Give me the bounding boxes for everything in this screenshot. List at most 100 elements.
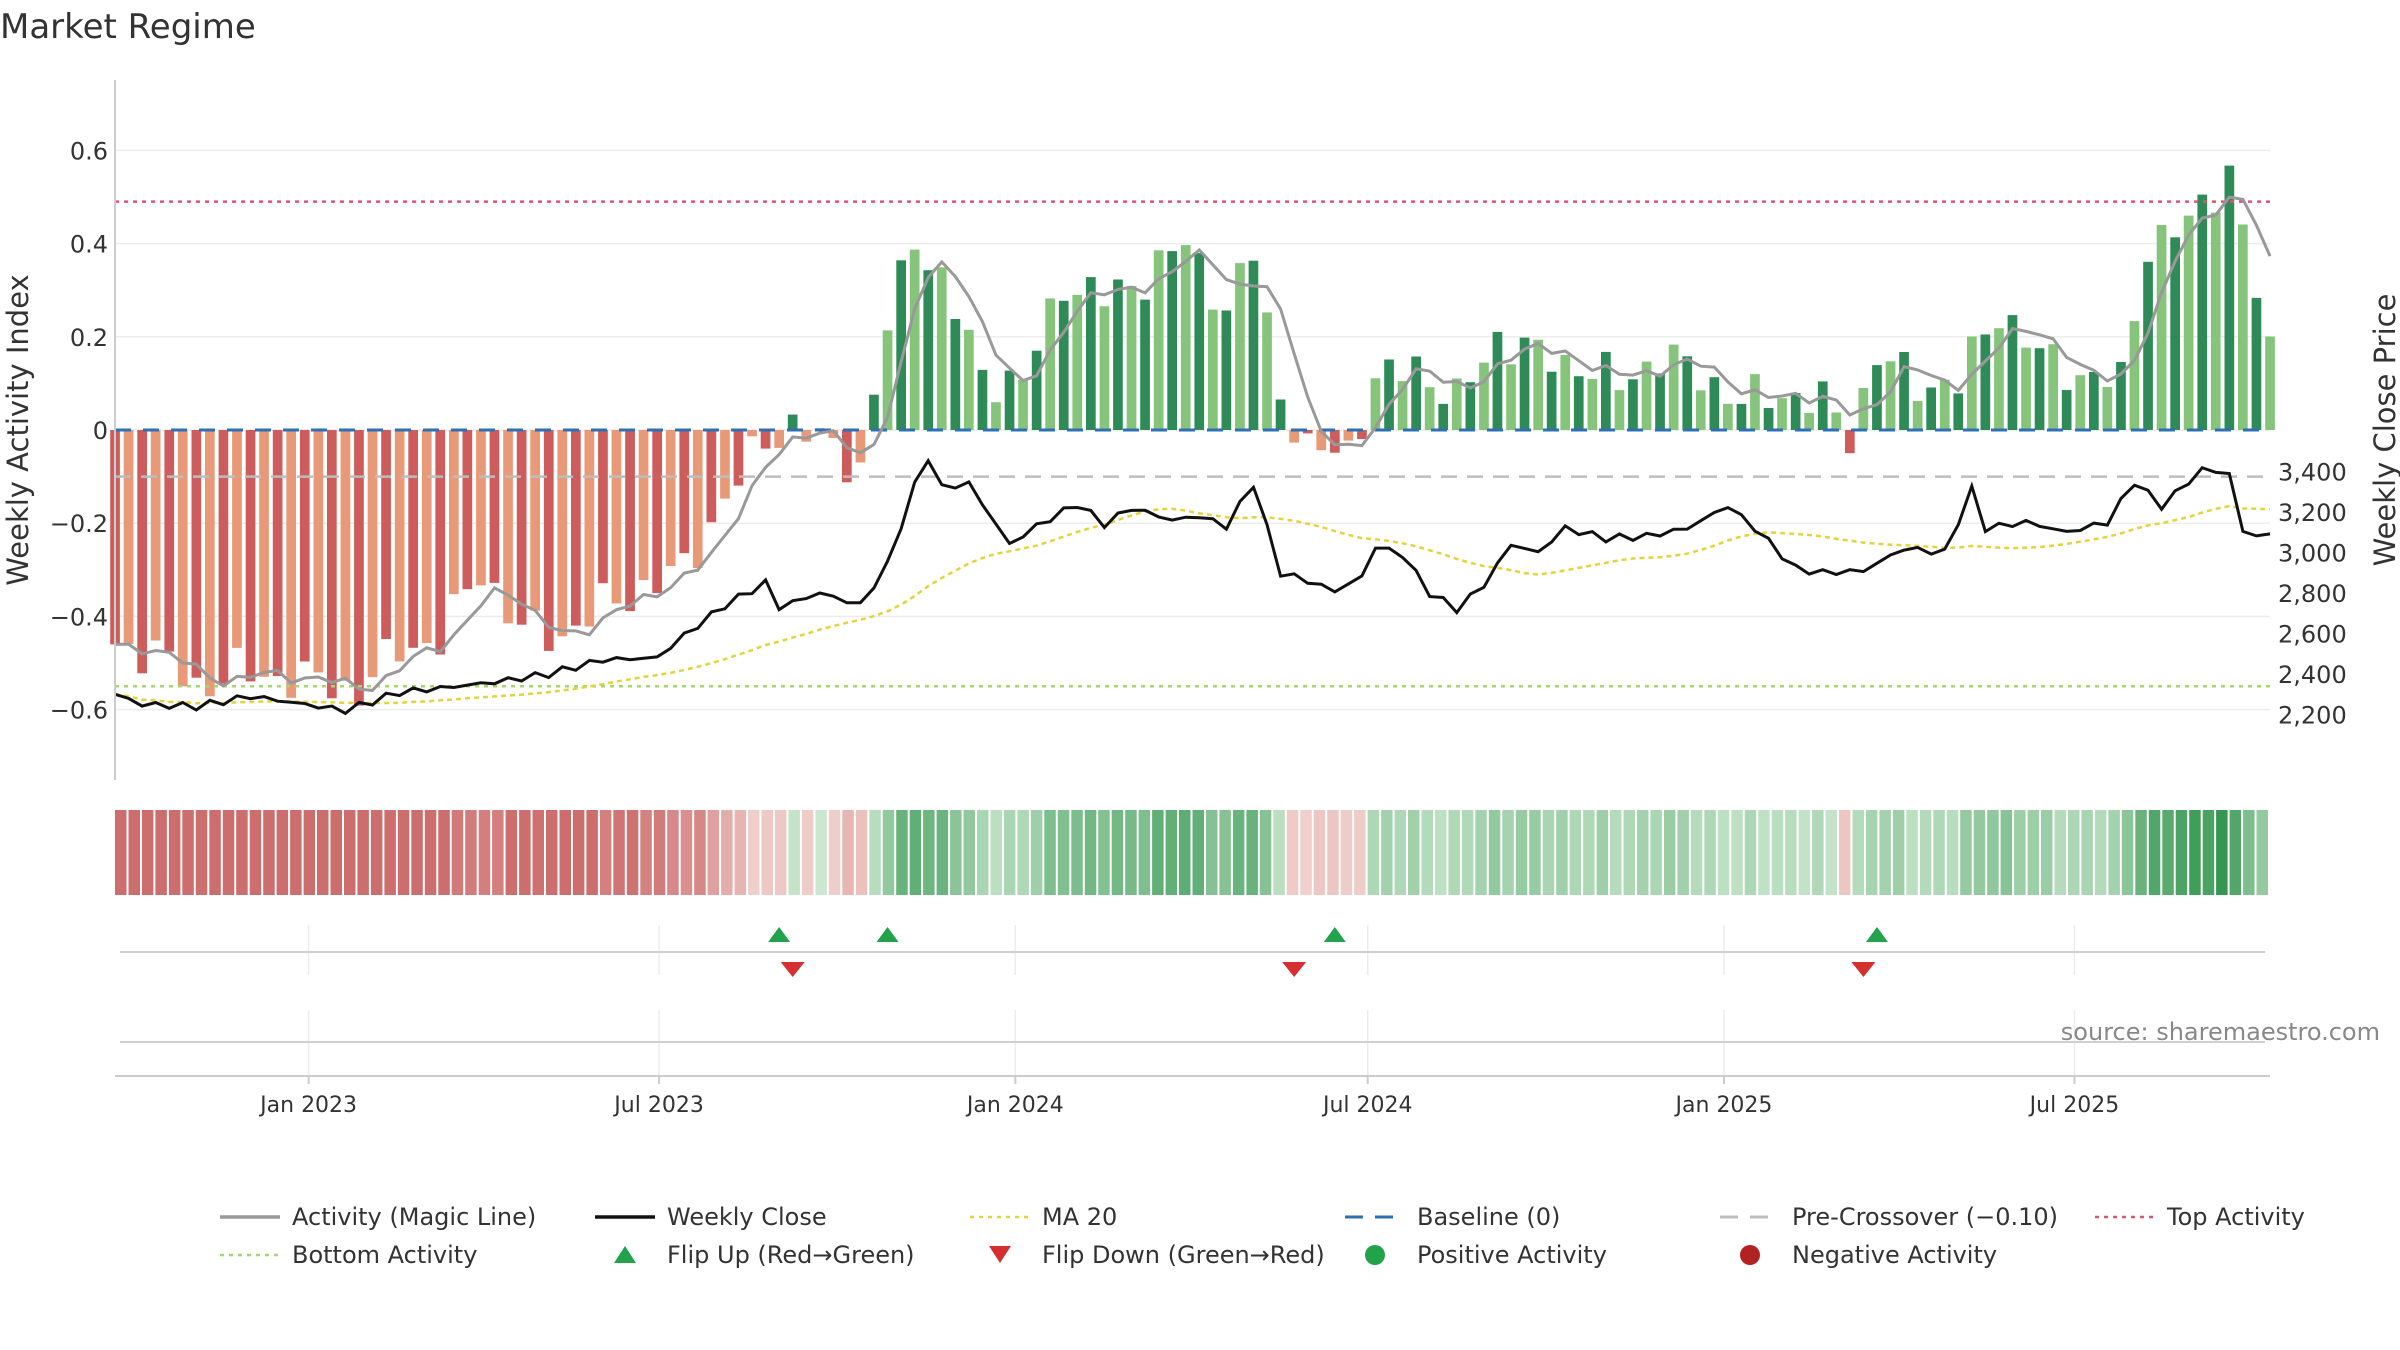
activity-bar [1248, 260, 1259, 430]
regime-cell [1987, 810, 1999, 895]
regime-cell [1138, 810, 1151, 895]
activity-bar [2224, 165, 2235, 430]
regime-cell [1569, 810, 1582, 895]
activity-bar [1804, 413, 1814, 430]
regime-cell [344, 810, 356, 895]
regime-cell [1152, 810, 1164, 895]
activity-bar [1235, 263, 1245, 430]
activity-bar [828, 430, 839, 438]
activity-bar [1750, 374, 1760, 430]
activity-bar [584, 430, 595, 627]
x-tick-label: Jul 2025 [2028, 1093, 2120, 1118]
activity-bar [1479, 362, 1489, 430]
activity-bar [638, 430, 649, 581]
activity-bar [2210, 212, 2221, 430]
activity-bar [1899, 352, 1909, 430]
regime-cell [519, 810, 531, 895]
activity-bar [449, 430, 459, 595]
activity-bar [1885, 361, 1896, 430]
regime-cell [1327, 810, 1339, 895]
regime-cell [2202, 810, 2215, 895]
regime-cell [1232, 810, 1245, 895]
activity-bar [543, 430, 554, 651]
activity-bar [2116, 362, 2126, 430]
activity-bar [489, 430, 500, 583]
regime-cell [290, 810, 302, 895]
activity-bar [2183, 215, 2194, 430]
regime-cell [1286, 810, 1299, 895]
regime-cell [2014, 810, 2026, 895]
regime-cell [1731, 810, 1743, 895]
legend-label: Flip Up (Red→Green) [667, 1241, 915, 1269]
activity-bar [1655, 373, 1665, 430]
activity-bar [1912, 401, 1923, 430]
activity-bar [1438, 403, 1449, 430]
activity-bar [1994, 328, 2004, 430]
regime-cell [1165, 810, 1178, 895]
activity-bar [692, 430, 703, 569]
activity-bar [706, 430, 717, 523]
regime-cell [2135, 810, 2147, 895]
regime-cell [1488, 810, 1501, 895]
activity-bar [1330, 430, 1340, 453]
activity-bar [1086, 277, 1096, 430]
legend-label: Pre-Crossover (−0.10) [1792, 1203, 2058, 1231]
activity-bar [1506, 364, 1516, 430]
regime-cell [2121, 810, 2134, 895]
activity-bar [1072, 294, 1083, 430]
activity-bar [1424, 387, 1435, 430]
regime-cell [896, 810, 908, 895]
magic-line [114, 195, 2272, 692]
regime-cell [963, 810, 975, 895]
flip-down-marker [1851, 962, 1876, 977]
regime-cell [923, 810, 935, 895]
regime-cell [828, 810, 841, 895]
legend-swatch [614, 1246, 636, 1263]
activity-bar [327, 430, 337, 699]
regime-cell [721, 810, 733, 895]
regime-cell [1704, 810, 1716, 895]
regime-cell [1044, 810, 1056, 895]
activity-bar [1831, 412, 1842, 430]
regime-strip [115, 810, 2268, 895]
activity-bar [164, 430, 175, 652]
activity-bar [1967, 336, 1977, 430]
activity-bar [1004, 370, 1015, 430]
legend-item-flip-down: Flip Down (Green→Red) [989, 1241, 1325, 1269]
activity-bar [1370, 378, 1381, 430]
activity-bar [313, 430, 324, 673]
activity-bar [1045, 298, 1055, 430]
regime-cell [761, 810, 773, 895]
regime-cell [1084, 810, 1097, 895]
regime-cell [1502, 810, 1514, 895]
regime-cell [1098, 810, 1110, 895]
regime-cell [155, 810, 167, 895]
activity-bar [923, 270, 934, 430]
activity-bar [1099, 306, 1110, 430]
regime-cell [1798, 810, 1811, 895]
activity-bar [191, 430, 202, 678]
regime-cell [546, 810, 558, 895]
legend-item-pre-crossover: Pre-Crossover (−0.10) [1720, 1203, 2058, 1231]
activity-bar [1668, 344, 1679, 430]
activity-bar [1790, 393, 1801, 430]
x-tick-label: Jan 2025 [1674, 1093, 1773, 1118]
regime-cell [384, 810, 396, 895]
regime-cell [586, 810, 598, 895]
activity-bar [1777, 398, 1787, 430]
regime-cell [424, 810, 437, 895]
activity-bar [476, 430, 486, 586]
left-tick-label: −0.6 [50, 697, 108, 725]
legend-label: Bottom Activity [292, 1241, 477, 1269]
activity-bar [340, 430, 351, 681]
regime-cell [2068, 810, 2080, 895]
regime-cell [263, 810, 275, 895]
activity-bar [1153, 250, 1164, 430]
regime-cell [572, 810, 585, 895]
regime-cell [1313, 810, 1326, 895]
legend-swatch [1365, 1245, 1385, 1265]
activity-bar [1262, 312, 1272, 430]
regime-cell [195, 810, 208, 895]
activity-bar [272, 430, 283, 677]
